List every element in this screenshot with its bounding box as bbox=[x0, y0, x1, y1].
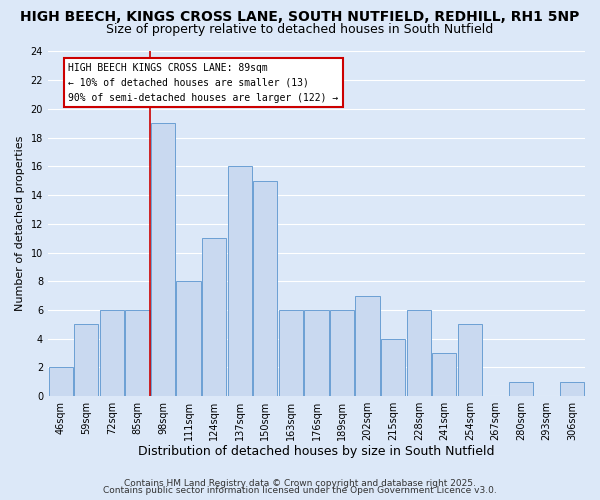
Bar bbox=[253, 180, 277, 396]
Bar bbox=[100, 310, 124, 396]
Bar bbox=[279, 310, 303, 396]
Bar bbox=[458, 324, 482, 396]
Bar bbox=[49, 368, 73, 396]
Text: HIGH BEECH, KINGS CROSS LANE, SOUTH NUTFIELD, REDHILL, RH1 5NP: HIGH BEECH, KINGS CROSS LANE, SOUTH NUTF… bbox=[20, 10, 580, 24]
Bar bbox=[304, 310, 329, 396]
Text: Contains HM Land Registry data © Crown copyright and database right 2025.: Contains HM Land Registry data © Crown c… bbox=[124, 478, 476, 488]
Bar bbox=[355, 296, 380, 396]
X-axis label: Distribution of detached houses by size in South Nutfield: Distribution of detached houses by size … bbox=[138, 444, 495, 458]
Bar bbox=[509, 382, 533, 396]
Bar bbox=[381, 338, 406, 396]
Bar bbox=[202, 238, 226, 396]
Bar bbox=[74, 324, 98, 396]
Bar bbox=[227, 166, 252, 396]
Bar bbox=[560, 382, 584, 396]
Bar bbox=[125, 310, 149, 396]
Text: Size of property relative to detached houses in South Nutfield: Size of property relative to detached ho… bbox=[106, 22, 494, 36]
Bar bbox=[330, 310, 354, 396]
Bar bbox=[407, 310, 431, 396]
Y-axis label: Number of detached properties: Number of detached properties bbox=[15, 136, 25, 312]
Bar bbox=[432, 353, 457, 396]
Bar bbox=[176, 281, 201, 396]
Bar bbox=[151, 124, 175, 396]
Text: Contains public sector information licensed under the Open Government Licence v3: Contains public sector information licen… bbox=[103, 486, 497, 495]
Text: HIGH BEECH KINGS CROSS LANE: 89sqm
← 10% of detached houses are smaller (13)
90%: HIGH BEECH KINGS CROSS LANE: 89sqm ← 10%… bbox=[68, 63, 338, 102]
